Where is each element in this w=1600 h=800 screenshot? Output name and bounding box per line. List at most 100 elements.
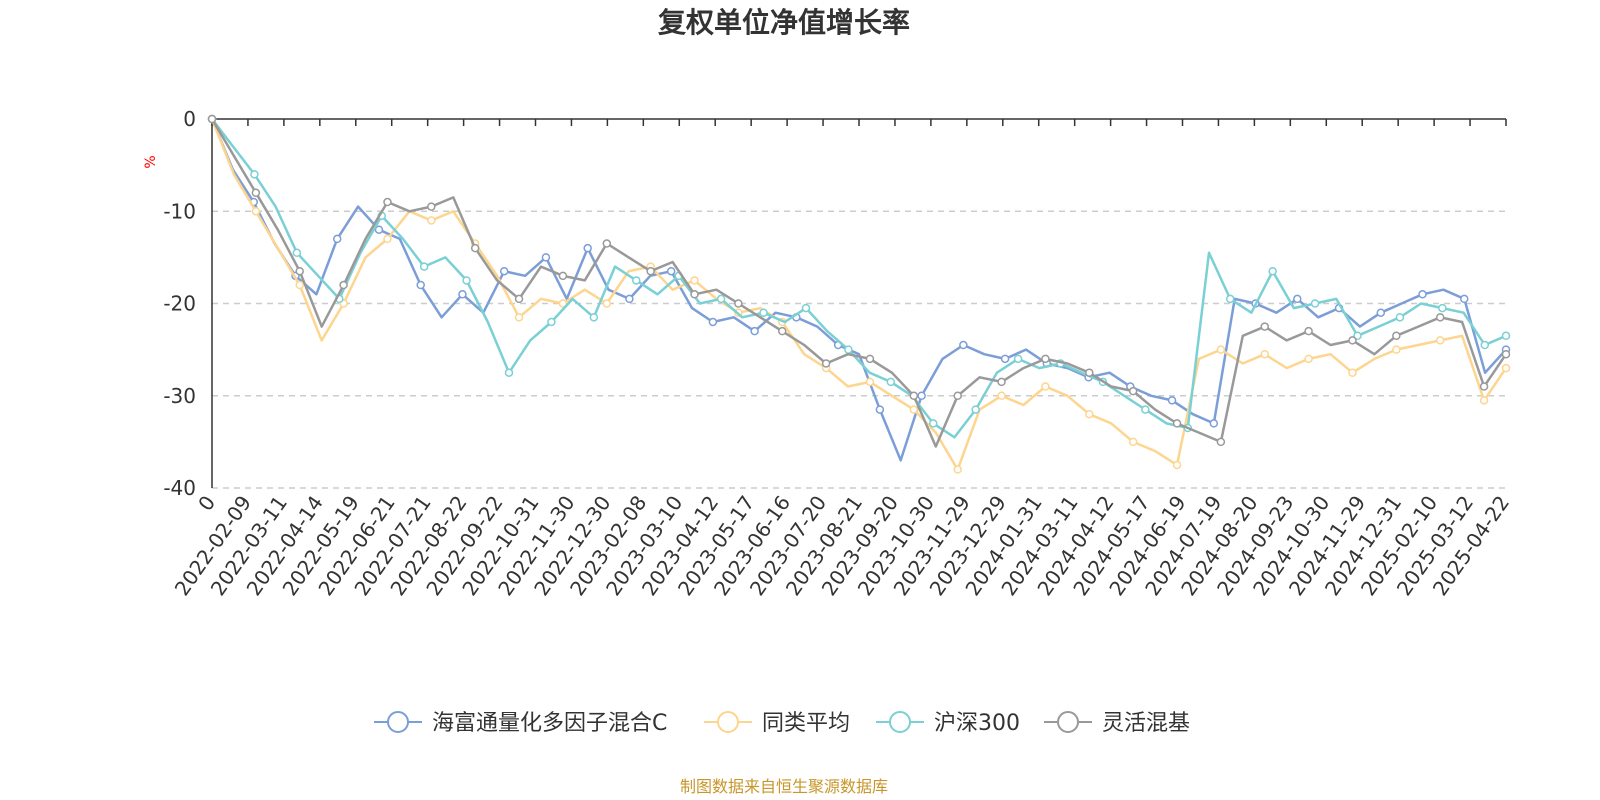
series-point-4 [909, 391, 919, 400]
series-point-3 [716, 294, 726, 304]
axes: 0-10-20-30-4002022-02-092022-03-112022-0… [163, 107, 1514, 600]
legend-marker [889, 711, 911, 733]
series-point-4 [207, 114, 217, 124]
series-point-1 [416, 280, 425, 290]
series-point-3 [547, 317, 556, 327]
series-point-3 [632, 276, 641, 285]
legend-item-4[interactable]: 灵活混基 [1044, 711, 1190, 736]
series-point-4 [1435, 313, 1445, 322]
series-point-2 [1304, 354, 1313, 364]
series-point-3 [292, 248, 302, 258]
series-point-4 [602, 239, 612, 248]
series-point-3 [250, 170, 259, 179]
series-point-2 [1479, 396, 1489, 405]
series-point-1 [959, 340, 968, 350]
series-point-4 [1348, 336, 1357, 345]
series-point-3 [589, 313, 599, 322]
series-point-1 [1293, 294, 1302, 304]
series-line-2 [210, 118, 1508, 471]
series-point-1 [332, 234, 342, 244]
series-point-3 [971, 405, 980, 414]
series-point-4 [427, 202, 436, 211]
series-point-2 [909, 405, 919, 414]
series-point-4 [1128, 386, 1138, 396]
series-point-3 [844, 345, 853, 354]
series-point-2 [602, 299, 612, 308]
series-point-4 [997, 377, 1006, 387]
legend-marker [387, 711, 409, 733]
legend-marker [717, 711, 739, 733]
series-point-4 [514, 294, 524, 304]
series-point-3 [928, 419, 938, 428]
legend-item-3[interactable]: 沪深300 [876, 711, 1020, 736]
series-point-2 [1128, 437, 1138, 447]
series-point-3 [419, 262, 429, 271]
series-point-3 [1013, 354, 1023, 364]
series-point-4 [1216, 437, 1226, 447]
series-point-1 [1418, 290, 1427, 299]
legend-item-1[interactable]: 海富通量化多因子混合C [374, 711, 667, 736]
series-point-4 [251, 188, 261, 198]
legend-marker [1057, 711, 1079, 733]
series-point-2 [251, 207, 261, 216]
series-point-3 [1480, 340, 1490, 350]
y-tick-label: -30 [163, 384, 196, 408]
series-point-4 [558, 271, 568, 281]
series-point-4 [1392, 331, 1401, 341]
series-point-4 [646, 266, 655, 276]
legend-item-2[interactable]: 同类平均 [704, 711, 850, 736]
y-tick-label: 0 [183, 107, 196, 131]
series-point-4 [734, 299, 743, 308]
series-point-2 [295, 280, 304, 290]
series-point-3 [1141, 405, 1150, 414]
series-point-3 [1501, 331, 1511, 341]
series-point-2 [1435, 336, 1445, 345]
series-line-4 [210, 118, 1508, 448]
series-point-2 [953, 465, 962, 474]
chart-title: 复权单位净值增长率 [658, 6, 910, 39]
series-point-1 [917, 391, 926, 400]
series-point-4 [383, 197, 392, 207]
x-tick-label: 0 [193, 491, 220, 515]
series-point-2 [1216, 345, 1226, 354]
series-point-4 [470, 243, 480, 253]
series-point-4 [295, 266, 304, 276]
legend-label: 海富通量化多因子混合C [432, 711, 667, 736]
series-point-4 [1479, 382, 1489, 391]
series-point-1 [541, 253, 551, 262]
series-point-1 [625, 294, 634, 304]
series-point-4 [1260, 322, 1269, 331]
series-point-3 [504, 368, 514, 377]
series-point-3 [801, 303, 811, 313]
series-point-2 [690, 276, 699, 285]
y-tick-label: -10 [163, 199, 196, 223]
series-point-2 [383, 234, 392, 244]
series-point-4 [1172, 419, 1182, 428]
series-point-1 [499, 266, 509, 276]
legend-label: 沪深300 [934, 711, 1020, 736]
series-line-3 [211, 118, 1507, 439]
legend[interactable]: 海富通量化多因子混合C 同类平均 沪深300 灵活混基 [374, 711, 1190, 736]
series-point-2 [1041, 382, 1050, 391]
series-point-2 [514, 313, 524, 322]
series-point-4 [339, 280, 348, 290]
series-point-2 [997, 391, 1006, 400]
series-point-4 [821, 359, 831, 368]
series-point-4 [690, 290, 699, 299]
y-tick-label: -20 [163, 292, 196, 316]
series-point-1 [708, 317, 718, 327]
series-point-2 [1501, 363, 1511, 373]
series-point-1 [1376, 308, 1386, 317]
series-point-1 [1460, 294, 1469, 304]
series-lines [207, 114, 1511, 474]
series-point-2 [1348, 368, 1357, 377]
series-point-2 [1392, 345, 1401, 354]
series-point-4 [1304, 326, 1313, 336]
series-point-3 [1310, 299, 1320, 308]
series-point-2 [1085, 409, 1094, 419]
series-point-2 [427, 216, 436, 225]
series-point-1 [1209, 419, 1219, 428]
series-point-2 [865, 377, 875, 387]
series-point-3 [1438, 303, 1447, 313]
